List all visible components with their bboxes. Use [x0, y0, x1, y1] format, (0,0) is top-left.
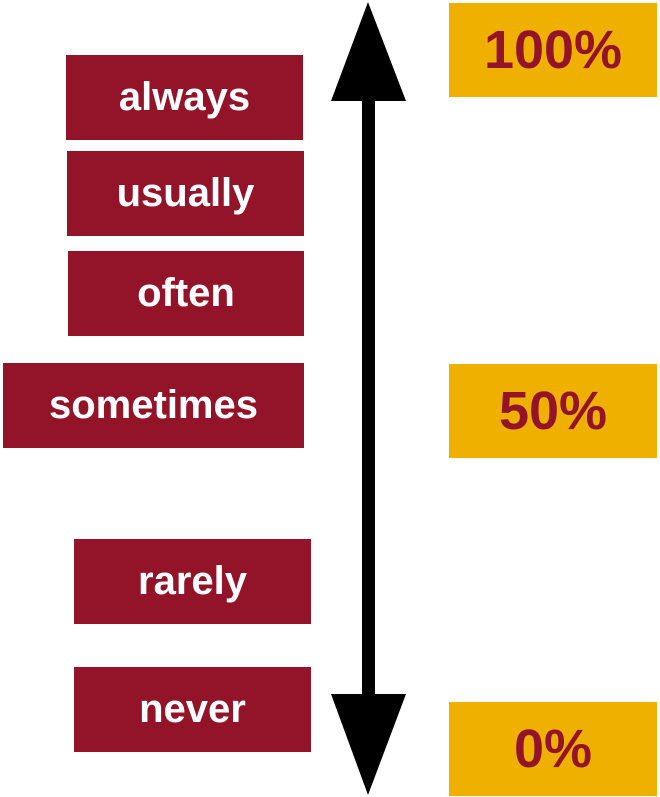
arrow-head-bottom — [331, 694, 406, 795]
label-box: sometimes — [3, 363, 304, 448]
percent-box: 0% — [449, 702, 657, 796]
label-box: usually — [67, 151, 304, 236]
arrow-shaft — [362, 95, 375, 700]
percent-box: 100% — [449, 3, 657, 97]
label-box: rarely — [74, 539, 311, 624]
label-box: always — [66, 55, 303, 140]
arrow-head-top — [331, 2, 406, 101]
label-box: never — [74, 667, 311, 752]
percent-box: 50% — [449, 364, 657, 458]
label-box: often — [68, 251, 304, 336]
